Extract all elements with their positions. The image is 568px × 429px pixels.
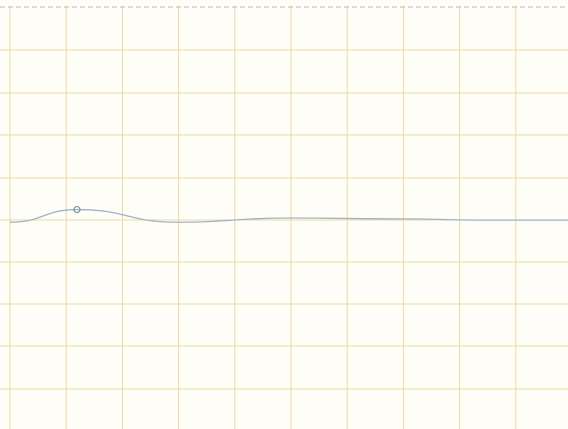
series-line <box>9 208 568 223</box>
data-point-marker <box>73 205 81 214</box>
